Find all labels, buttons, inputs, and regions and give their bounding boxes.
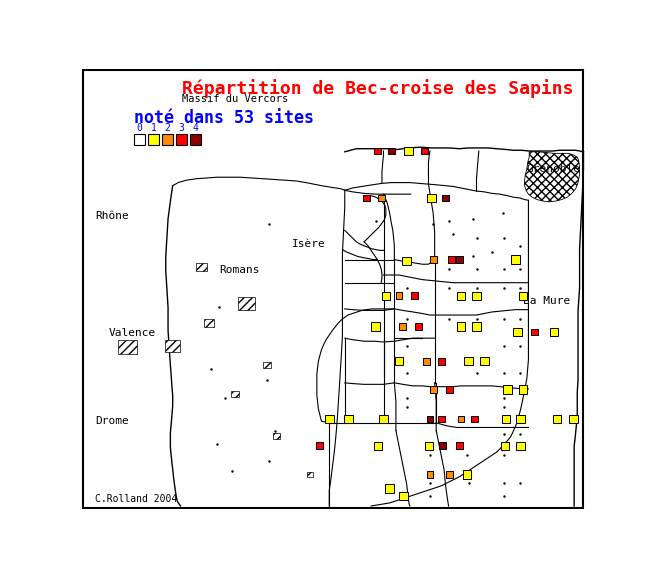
Bar	[385, 484, 394, 492]
Bar	[501, 442, 510, 450]
Bar	[205, 319, 214, 327]
Bar	[473, 323, 481, 331]
Bar	[422, 358, 430, 365]
Bar	[550, 328, 558, 336]
Bar	[465, 357, 473, 366]
Bar	[388, 148, 395, 154]
Bar	[263, 362, 271, 368]
Bar	[480, 357, 489, 366]
Bar	[514, 328, 522, 336]
Bar	[458, 415, 465, 423]
Bar	[426, 471, 434, 478]
Bar	[457, 323, 465, 331]
Bar	[427, 194, 436, 202]
Bar	[399, 492, 408, 500]
Bar	[231, 391, 239, 396]
Bar	[317, 443, 324, 450]
Bar	[471, 415, 478, 423]
Bar	[516, 415, 525, 423]
Bar	[395, 292, 402, 299]
Text: 4: 4	[192, 122, 198, 133]
Bar	[430, 386, 437, 393]
Text: Grenoble: Grenoble	[526, 164, 580, 174]
Bar	[374, 148, 381, 154]
Bar	[118, 340, 137, 354]
Bar	[569, 415, 578, 423]
Bar	[421, 148, 428, 154]
Text: Drome: Drome	[95, 416, 129, 426]
Text: 3: 3	[178, 122, 184, 133]
Bar	[395, 357, 403, 366]
Bar	[503, 386, 512, 394]
Bar	[511, 255, 519, 264]
Bar	[274, 433, 280, 439]
Bar	[363, 194, 370, 201]
Bar	[531, 328, 538, 335]
Bar	[463, 470, 471, 479]
Bar	[438, 415, 445, 423]
Text: Romans: Romans	[219, 265, 260, 275]
Bar	[456, 256, 463, 263]
Bar	[238, 297, 255, 309]
Bar	[372, 323, 380, 331]
Text: La Mure: La Mure	[523, 296, 570, 306]
Bar	[196, 264, 207, 271]
Bar	[438, 358, 445, 365]
Bar	[446, 471, 453, 478]
Bar	[374, 442, 382, 450]
Bar	[379, 415, 388, 423]
Bar	[426, 415, 434, 423]
Bar	[162, 134, 173, 145]
Bar	[415, 323, 422, 330]
Bar	[176, 134, 187, 145]
Bar	[425, 442, 434, 450]
Bar	[411, 292, 418, 299]
Text: 1: 1	[150, 122, 156, 133]
Bar	[519, 292, 527, 300]
Bar	[448, 256, 455, 263]
Text: Massif du Vercors: Massif du Vercors	[182, 94, 288, 104]
Bar	[307, 472, 313, 477]
Bar	[382, 292, 390, 300]
Text: Rhône: Rhône	[95, 212, 129, 221]
Bar	[344, 415, 353, 423]
Text: noté dans 53 sites: noté dans 53 sites	[134, 109, 314, 126]
Bar	[190, 134, 201, 145]
Bar	[378, 194, 385, 201]
Text: Isère: Isère	[292, 239, 326, 249]
Bar	[442, 194, 449, 201]
Text: C.Rolland 2004: C.Rolland 2004	[95, 494, 177, 505]
Bar	[473, 292, 481, 300]
Text: Valence: Valence	[109, 328, 155, 337]
Bar	[519, 386, 527, 394]
Bar	[148, 134, 159, 145]
Bar	[553, 415, 562, 423]
Bar	[165, 340, 181, 352]
Bar	[439, 443, 446, 450]
Bar	[325, 415, 333, 423]
Bar	[502, 415, 510, 423]
Bar	[430, 256, 437, 263]
Bar	[457, 292, 465, 300]
Bar	[134, 134, 145, 145]
Text: 2: 2	[164, 122, 170, 133]
Bar	[399, 323, 406, 330]
Bar	[402, 257, 411, 265]
Bar	[404, 147, 413, 155]
Bar	[456, 443, 463, 450]
Bar	[446, 386, 453, 393]
Text: Répartition de Bec-croise des Sapins: Répartition de Bec-croise des Sapins	[182, 78, 573, 98]
Bar	[516, 442, 525, 450]
Text: 0: 0	[136, 122, 142, 133]
